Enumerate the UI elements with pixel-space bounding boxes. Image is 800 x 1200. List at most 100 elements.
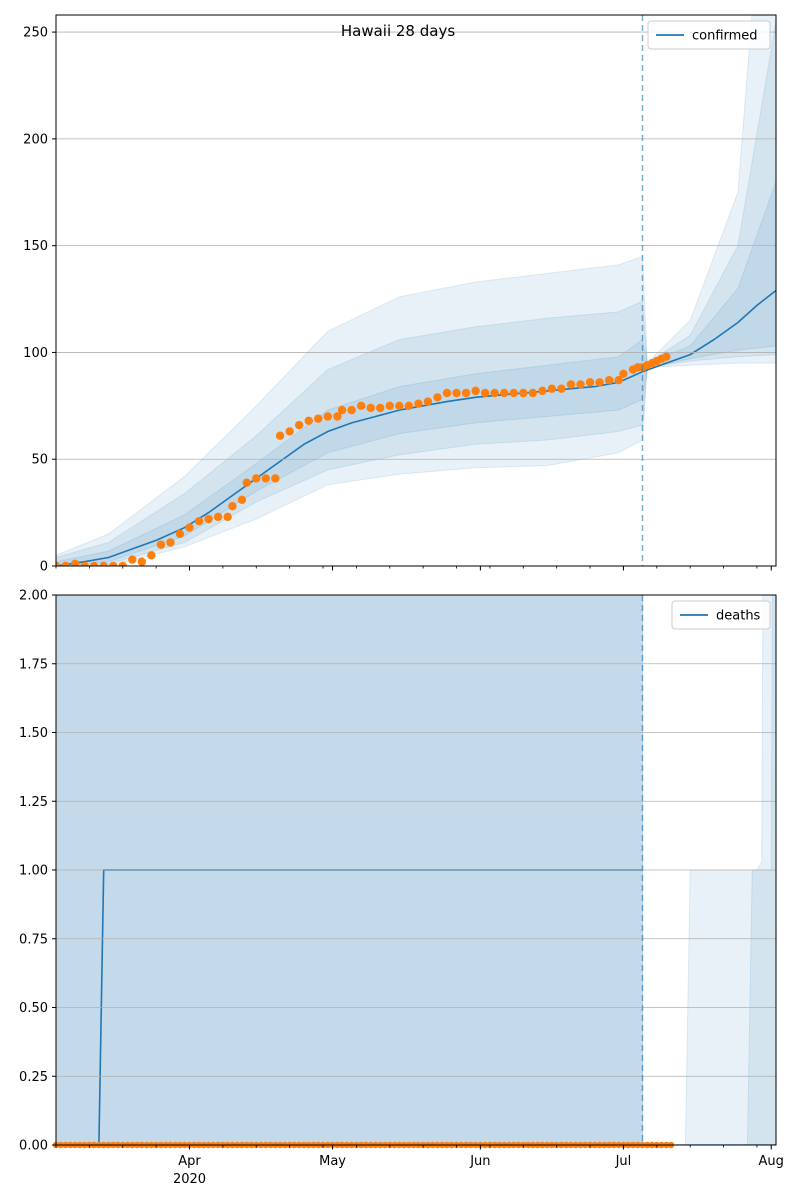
observed-point [314, 414, 323, 423]
observed-point [461, 388, 471, 398]
x-tick-label: Apr [178, 1154, 201, 1169]
uncertainty-band-band-75 [56, 21, 776, 566]
observed-point [89, 561, 99, 566]
y-tick-label: 100 [23, 346, 48, 361]
observed-point [109, 561, 118, 566]
observed-point [480, 388, 490, 398]
observed-point [585, 378, 595, 387]
observed-point [509, 388, 518, 398]
x-tick-label: Jul [615, 1154, 632, 1169]
x-tick-label: May [319, 1154, 346, 1169]
legend-box [647, 20, 771, 50]
y-tick-label: 1.50 [19, 726, 48, 741]
observed-point [271, 474, 280, 483]
observed-point [619, 369, 628, 378]
axes-frame [55, 14, 777, 567]
observed-point [662, 352, 671, 361]
observed-point [118, 561, 127, 566]
legend-label: deaths [716, 609, 761, 624]
observed-point [490, 388, 499, 398]
y-tick-label: 150 [23, 239, 48, 254]
observed-point [204, 514, 213, 524]
uncertainty-band-band-50 [56, 181, 776, 566]
plot-area [56, 15, 776, 566]
y-tick-label: 0.25 [19, 1070, 48, 1085]
observed-point [442, 388, 452, 398]
observed-point [223, 512, 232, 522]
y-tick-label: 250 [23, 26, 48, 41]
observed-point [500, 388, 509, 398]
observed-point [194, 516, 204, 526]
y-tick-label: 0.00 [19, 1139, 48, 1154]
observed-point [433, 393, 442, 402]
observed-point [80, 561, 89, 566]
observed-point [175, 529, 185, 539]
legend-label: confirmed [692, 29, 758, 44]
deaths-panel: 0.00 0.25 0.50 0.75 1.00 1.25 1.50 1.75 2.00 Apr 2… [19, 589, 784, 1188]
x-tick-label: Jun [469, 1154, 490, 1169]
observed-point [252, 474, 261, 483]
observed-point [242, 478, 251, 487]
observed-point [414, 399, 423, 408]
observed-point [547, 384, 557, 393]
observed-point [213, 512, 223, 522]
observed-point [70, 559, 80, 566]
y-tick-label: 1.25 [19, 795, 48, 810]
y-tick-label: 0.50 [19, 1001, 48, 1016]
legend: deaths [671, 600, 771, 630]
observed-point [137, 557, 147, 566]
observed-point [471, 386, 480, 396]
observed-point [185, 523, 194, 532]
observed-point [366, 403, 375, 413]
chart-title: Hawaii 28 days [341, 22, 455, 40]
observed-point [557, 384, 566, 393]
observed-point [356, 401, 366, 411]
observed-point [304, 416, 313, 425]
observed-point [323, 412, 332, 421]
y-tick-label: 0 [40, 560, 48, 575]
series-line-confirmed [56, 289, 776, 566]
observed-point [528, 388, 538, 398]
y-tick-label: 1.00 [19, 864, 48, 879]
observed-point [576, 380, 585, 389]
y-tick-label: 1.75 [19, 657, 48, 672]
observed-point [337, 405, 347, 415]
confirmed-panel: 0 50 100 150 200 250 Hawaii 28 days confirmed [23, 14, 777, 575]
observed-point [614, 375, 623, 385]
observed-point [128, 555, 137, 564]
observed-point [604, 375, 614, 385]
observed-point [294, 420, 304, 430]
observed-point [385, 401, 394, 411]
observed-point [376, 403, 385, 413]
observed-point [423, 397, 433, 406]
uncertainty-band-band-90 [56, 15, 776, 566]
y-tick-label: 50 [31, 453, 48, 468]
observed-point [333, 412, 342, 421]
observed-point [595, 378, 604, 387]
observed-point [538, 386, 547, 396]
observed-point [147, 551, 156, 560]
y-tick-label: 0.75 [19, 932, 48, 947]
y-tick-label: 200 [23, 132, 48, 147]
observed-point [228, 502, 237, 511]
observed-point [261, 474, 271, 483]
observed-point [285, 427, 294, 436]
observed-point [395, 401, 404, 411]
legend-box [671, 600, 771, 630]
x-tick-sublabel: 2020 [173, 1172, 206, 1187]
x-tick-label: Aug [759, 1154, 784, 1169]
observed-point [275, 431, 285, 440]
legend: confirmed [647, 20, 771, 50]
y-tick-label: 2.00 [19, 589, 48, 604]
observed-point [566, 380, 576, 389]
uncertainty-band-band-mid [56, 595, 643, 1145]
observed-point [166, 538, 175, 547]
observed-point [347, 405, 356, 415]
observed-point [156, 540, 166, 549]
observed-point [99, 561, 108, 566]
observed-point [404, 401, 414, 411]
observed-point [452, 388, 461, 398]
observed-point [237, 495, 247, 504]
observed-point [61, 561, 70, 566]
